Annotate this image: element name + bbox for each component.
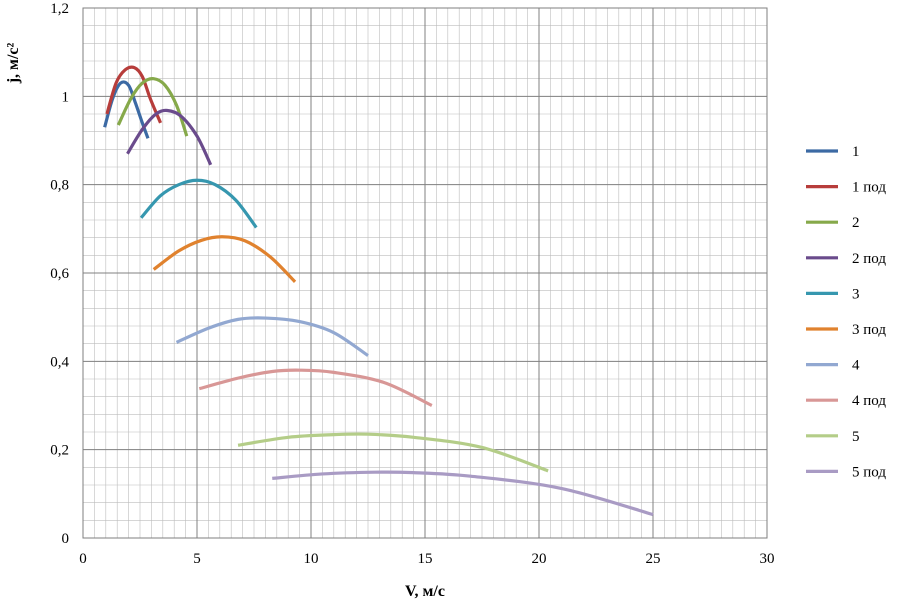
legend-item-3: 2 <box>806 215 860 231</box>
series-line-4 <box>126 108 213 166</box>
legend-item-2: 1 под <box>806 180 886 196</box>
y-tick-label: 0,4 <box>50 354 69 370</box>
y-tick-label: 0,8 <box>50 178 69 194</box>
x-axis-tick-labels: 0 5 10 15 20 25 30 <box>79 551 774 567</box>
legend-label: 3 <box>852 286 860 302</box>
legend-label: 2 <box>852 215 860 231</box>
legend-label: 5 под <box>852 464 886 480</box>
y-axis-title: j, м/с² <box>5 43 22 85</box>
legend-label: 3 под <box>852 322 886 338</box>
legend-item-4: 2 под <box>806 251 886 267</box>
y-tick-label: 1,2 <box>50 1 69 17</box>
x-tick-label: 5 <box>193 551 201 567</box>
legend-item-6: 3 под <box>806 322 886 338</box>
legend-item-9: 5 <box>806 429 860 445</box>
series-layer <box>103 65 654 517</box>
x-tick-label: 15 <box>418 551 433 567</box>
x-tick-label: 10 <box>304 551 319 567</box>
y-axis-tick-labels: 0 0,2 0,4 0,6 0,8 1 1,2 <box>50 1 69 547</box>
series-line-6 <box>152 235 297 283</box>
legend-label: 5 <box>852 429 860 445</box>
y-tick-label: 1 <box>62 89 70 105</box>
plot-area-frame <box>82 7 768 539</box>
legend-label: 4 <box>852 358 860 374</box>
legend-label: 1 под <box>852 180 886 196</box>
y-tick-label: 0,2 <box>50 443 69 459</box>
legend-item-7: 4 <box>806 358 860 374</box>
legend-item-10: 5 под <box>806 464 886 480</box>
legend-label: 4 под <box>852 393 886 409</box>
x-tick-label: 0 <box>79 551 87 567</box>
legend-item-1: 1 <box>806 144 860 160</box>
x-tick-label: 30 <box>760 551 775 567</box>
legend-item-5: 3 <box>806 286 860 302</box>
x-tick-label: 25 <box>646 551 661 567</box>
series-line-8 <box>198 368 433 407</box>
legend-label: 2 под <box>852 251 886 267</box>
x-tick-label: 20 <box>532 551 547 567</box>
y-tick-label: 0,6 <box>50 266 69 282</box>
series-line-2 <box>105 65 162 124</box>
y-tick-label: 0 <box>62 531 70 547</box>
series-line-9 <box>237 432 549 473</box>
series-line-5 <box>139 178 258 229</box>
legend-label: 1 <box>852 144 860 160</box>
series-line-3 <box>116 77 189 137</box>
x-axis-title: V, м/с <box>405 583 445 600</box>
legend-item-8: 4 под <box>806 393 886 409</box>
series-line-10 <box>272 470 654 517</box>
legend: 1 1 под 2 2 под 3 3 под 4 4 под 5 5 под <box>806 144 886 480</box>
series-line-7 <box>175 316 369 357</box>
